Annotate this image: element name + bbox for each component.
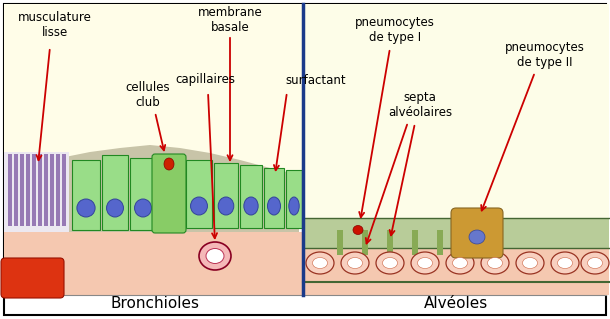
Bar: [214, 163, 238, 228]
Ellipse shape: [523, 257, 537, 269]
Bar: [4, 4, 303, 184]
Bar: [72, 160, 100, 230]
Bar: [362, 230, 368, 255]
Ellipse shape: [417, 257, 432, 269]
Bar: [4, 232, 303, 295]
Bar: [337, 230, 343, 255]
Ellipse shape: [376, 252, 404, 274]
Ellipse shape: [312, 257, 328, 269]
Ellipse shape: [348, 257, 362, 269]
Bar: [158, 162, 184, 230]
Polygon shape: [4, 145, 299, 232]
Ellipse shape: [587, 257, 603, 269]
Bar: [303, 245, 609, 295]
Bar: [8, 154, 12, 226]
Ellipse shape: [77, 199, 95, 217]
Text: cellules
club: cellules club: [126, 81, 170, 109]
Ellipse shape: [558, 257, 573, 269]
Ellipse shape: [306, 252, 334, 274]
Ellipse shape: [164, 158, 174, 170]
Ellipse shape: [353, 226, 363, 234]
Ellipse shape: [446, 252, 474, 274]
Text: septa
alvéolaires: septa alvéolaires: [388, 91, 452, 119]
Ellipse shape: [135, 199, 151, 217]
Ellipse shape: [382, 257, 398, 269]
Ellipse shape: [341, 252, 369, 274]
Bar: [56, 154, 60, 226]
FancyBboxPatch shape: [152, 154, 186, 233]
Text: Bronchioles: Bronchioles: [110, 296, 199, 311]
Ellipse shape: [107, 199, 123, 217]
Text: pneumocytes
de type I: pneumocytes de type I: [355, 16, 435, 44]
Bar: [303, 218, 609, 248]
Text: pneumocytes
de type II: pneumocytes de type II: [505, 41, 585, 69]
Ellipse shape: [481, 252, 509, 274]
Ellipse shape: [162, 199, 179, 217]
Bar: [387, 230, 393, 255]
Ellipse shape: [551, 252, 579, 274]
Ellipse shape: [190, 197, 207, 215]
Ellipse shape: [289, 197, 299, 215]
Bar: [32, 154, 36, 226]
Text: surfactant: surfactant: [285, 73, 346, 86]
Bar: [14, 154, 18, 226]
Ellipse shape: [469, 230, 485, 244]
Bar: [4, 152, 69, 232]
Ellipse shape: [199, 242, 231, 270]
Ellipse shape: [218, 197, 234, 215]
Bar: [303, 4, 609, 226]
Bar: [26, 154, 30, 226]
Ellipse shape: [453, 257, 467, 269]
Bar: [412, 230, 418, 255]
Text: musculature
lisse: musculature lisse: [18, 11, 92, 39]
Bar: [437, 230, 443, 255]
Ellipse shape: [581, 252, 609, 274]
Bar: [44, 154, 48, 226]
Bar: [50, 154, 54, 226]
Bar: [286, 170, 302, 228]
FancyBboxPatch shape: [1, 258, 64, 298]
Ellipse shape: [487, 257, 503, 269]
Bar: [264, 168, 284, 228]
Bar: [20, 154, 24, 226]
Text: capillaires: capillaires: [175, 73, 235, 86]
Ellipse shape: [268, 197, 281, 215]
Text: Alvéoles: Alvéoles: [424, 296, 488, 311]
FancyBboxPatch shape: [451, 208, 503, 258]
Bar: [186, 160, 212, 228]
Ellipse shape: [244, 197, 258, 215]
Ellipse shape: [516, 252, 544, 274]
Ellipse shape: [411, 252, 439, 274]
Bar: [102, 155, 128, 230]
Bar: [130, 158, 156, 230]
Bar: [62, 154, 66, 226]
Bar: [38, 154, 42, 226]
Ellipse shape: [206, 249, 224, 263]
Bar: [240, 165, 262, 228]
Text: membrane
basale: membrane basale: [198, 6, 262, 34]
